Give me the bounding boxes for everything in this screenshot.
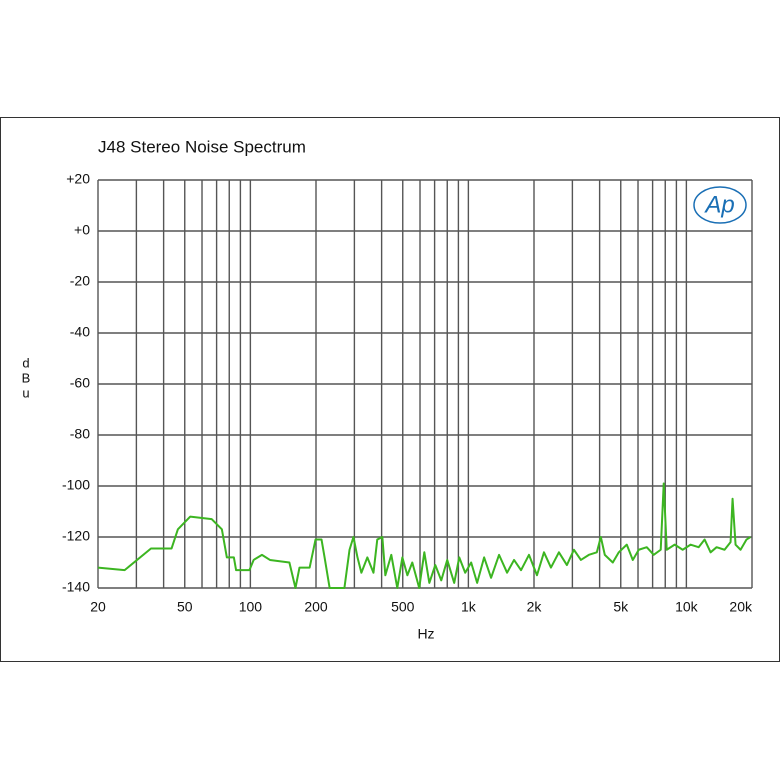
x-tick-label: 50 bbox=[177, 599, 193, 615]
logo-ring bbox=[693, 186, 747, 224]
x-tick-label: 2k bbox=[527, 599, 543, 615]
y-tick-label: -60 bbox=[70, 375, 90, 391]
chart-title: J48 Stereo Noise Spectrum bbox=[98, 137, 306, 156]
x-tick-label: 1k bbox=[461, 599, 477, 615]
x-tick-label: 20 bbox=[90, 599, 106, 615]
y-tick-label: -40 bbox=[70, 324, 90, 340]
y-tick-label: -20 bbox=[70, 273, 90, 289]
x-tick-label: 100 bbox=[239, 599, 263, 615]
y-tick-label: +0 bbox=[74, 222, 90, 238]
x-tick-label: 20k bbox=[729, 599, 753, 615]
logo: Ap bbox=[703, 191, 734, 218]
y-tick-label: +20 bbox=[66, 171, 90, 187]
x-tick-label: 5k bbox=[613, 599, 629, 615]
y-tick-label: -120 bbox=[62, 528, 90, 544]
data-line bbox=[97, 482, 752, 589]
x-tick-label: 200 bbox=[304, 599, 328, 615]
y-tick-label: -100 bbox=[62, 477, 90, 493]
y-tick-label: -80 bbox=[70, 426, 90, 442]
x-tick-label: 10k bbox=[675, 599, 699, 615]
y-axis-label: dBu bbox=[19, 356, 34, 401]
x-tick-label: 500 bbox=[391, 599, 415, 615]
x-axis-label: Hz bbox=[417, 626, 434, 642]
y-tick-label: -140 bbox=[62, 579, 90, 595]
